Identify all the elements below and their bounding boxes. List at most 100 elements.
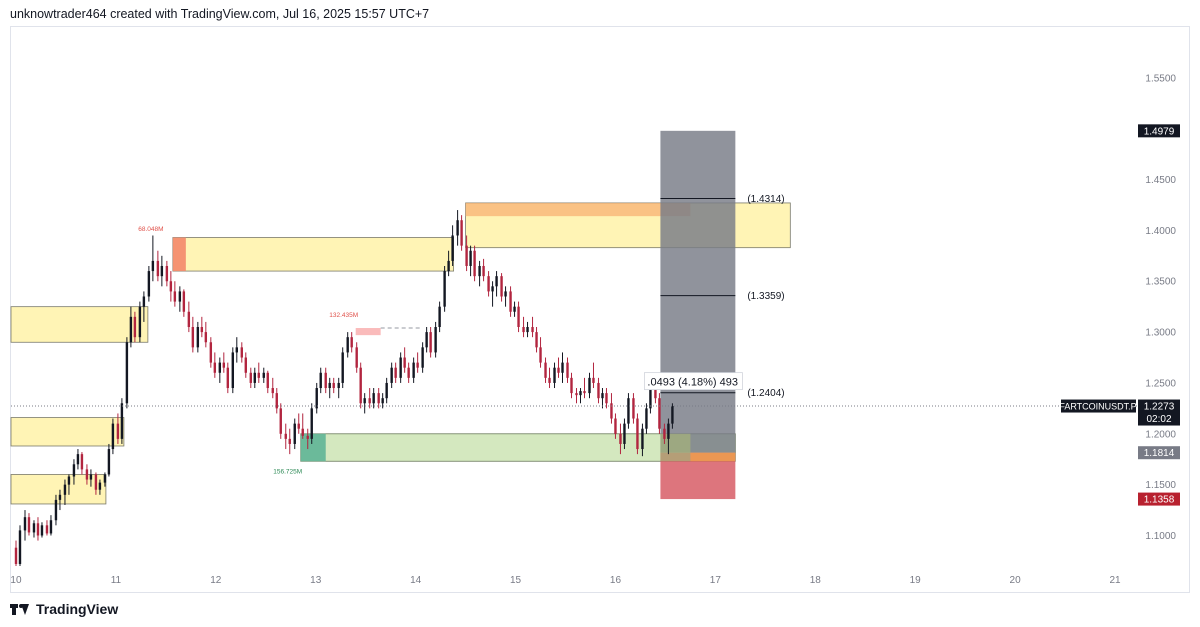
candle-body — [346, 337, 349, 353]
candle-body — [297, 423, 300, 429]
candle-body — [513, 306, 516, 312]
tradingview-logo-icon — [10, 602, 30, 616]
candle-body — [160, 265, 164, 277]
candle-body — [654, 382, 657, 399]
candle-body — [85, 469, 89, 480]
candle-body — [147, 271, 151, 297]
candle-body — [341, 352, 344, 383]
candle-body — [355, 347, 358, 368]
candle-body — [182, 291, 186, 312]
candle-body — [667, 423, 670, 439]
candle-body — [416, 362, 419, 368]
candle-body — [451, 235, 454, 261]
position-tool[interactable] — [660, 130, 736, 500]
candle-body — [213, 362, 217, 373]
candle-body — [434, 327, 437, 353]
candle-body — [460, 220, 463, 246]
candle-body — [262, 372, 265, 378]
candle-body — [125, 342, 129, 404]
candle-body — [80, 454, 84, 470]
supply-zone-origin — [465, 202, 691, 217]
candles-layer — [14, 210, 674, 566]
candle-body — [623, 423, 626, 444]
candle-body — [107, 449, 111, 475]
candle-body — [553, 367, 556, 383]
candle-body — [385, 382, 388, 399]
candle-body — [142, 296, 146, 307]
candle-body — [570, 377, 573, 394]
candle-body — [103, 474, 107, 483]
candle-body — [32, 523, 36, 533]
candle-body — [54, 499, 58, 521]
candle-body — [45, 525, 49, 534]
candle-body — [165, 265, 169, 282]
candle-body — [544, 362, 547, 378]
candle-body — [469, 250, 472, 266]
x-tick-label: 14 — [410, 575, 422, 586]
candle-body — [632, 398, 635, 419]
candle-body — [539, 347, 542, 363]
candle-body — [597, 382, 600, 399]
candle-body — [526, 327, 529, 333]
candle-body — [138, 306, 142, 338]
candle-body — [275, 393, 278, 409]
y-tick-label: 1.3000 — [1145, 328, 1176, 339]
candle-body — [187, 311, 191, 328]
level-label: (1.2404) — [747, 388, 784, 399]
candle-body — [156, 260, 160, 277]
target-zone — [660, 130, 736, 453]
y-tick-label: 1.3500 — [1145, 277, 1176, 288]
candle-body — [222, 362, 226, 368]
level-label: (1.3359) — [747, 291, 784, 302]
candle-body — [663, 428, 666, 439]
brand-name: TradingView — [36, 601, 119, 617]
candle-body — [438, 306, 441, 328]
candle-body — [465, 245, 468, 266]
countdown-label: 02:02 — [1146, 414, 1171, 425]
candle-body — [531, 327, 534, 333]
price-label-box — [1138, 492, 1180, 506]
candle-body — [116, 423, 120, 439]
candle-body — [324, 372, 327, 389]
tradingview-logo[interactable]: TradingView — [10, 601, 118, 617]
candle-body — [94, 474, 98, 490]
supply-zone — [10, 417, 125, 447]
candle-body — [548, 377, 551, 383]
candle-body — [579, 391, 582, 396]
candle-body — [120, 403, 124, 439]
candle-body — [350, 337, 353, 348]
candle-body — [18, 530, 22, 564]
candle-body — [151, 260, 155, 272]
candle-body — [279, 408, 282, 434]
candle-body — [566, 362, 569, 378]
candle-body — [509, 291, 512, 312]
candle-body — [614, 418, 617, 434]
x-tick-label: 17 — [710, 575, 722, 586]
candle-body — [306, 435, 309, 439]
candle-body — [421, 347, 424, 368]
volume-annotation: 68.048M — [138, 226, 163, 233]
x-tick-label: 15 — [510, 575, 522, 586]
candle-body — [178, 291, 182, 302]
axes-layer: 1.1000 1.1500 1.2000 1.2500 1.3000 1.3500 1.40… — [10, 73, 1180, 586]
candle-body — [169, 281, 173, 292]
candle-body — [429, 332, 432, 353]
volume-tag — [355, 328, 381, 336]
x-tick-label: 21 — [1109, 575, 1121, 586]
level-label: (1.4314) — [747, 194, 784, 205]
candle-body — [218, 362, 222, 373]
candle-body — [196, 327, 200, 348]
candle-body — [271, 388, 274, 394]
y-tick-label: 1.5500 — [1145, 73, 1176, 84]
candle-body — [658, 398, 661, 429]
chart-frame[interactable] — [10, 26, 1190, 593]
candle-body — [204, 332, 208, 343]
candle-body — [641, 428, 644, 450]
candle-body — [601, 393, 604, 399]
price-label-box — [1138, 124, 1180, 138]
candle-body — [14, 547, 18, 564]
candle-body — [332, 382, 335, 389]
candle-body — [67, 476, 71, 485]
candle-body — [671, 406, 674, 424]
